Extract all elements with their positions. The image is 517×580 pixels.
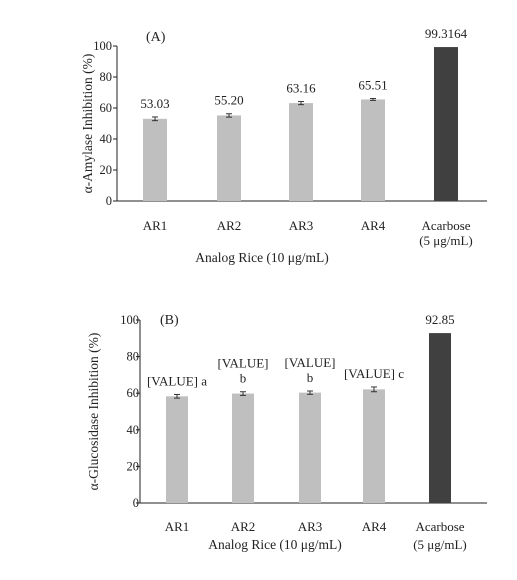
panel-a-bar-ar3 <box>289 103 313 201</box>
panel-b-data-label: b <box>307 370 314 385</box>
panel-b-data-label: 92.85 <box>425 312 454 327</box>
panel-b-category-label: AR4 <box>362 519 387 534</box>
panel-b-data-label: [VALUE] <box>217 356 268 371</box>
panel-a-y-tick-label: 80 <box>100 70 113 84</box>
panel-b-y-tick-label: 40 <box>127 423 140 437</box>
panel-a-data-label: 63.16 <box>286 81 316 96</box>
panel-a-category-label: AR2 <box>217 218 242 233</box>
panel-a-x-axis-title: Analog Rice (10 μg/mL) <box>195 250 329 265</box>
panel-a-category-sublabel: (5 μg/mL) <box>419 233 473 248</box>
panel-a-data-label: 53.03 <box>140 96 169 111</box>
panel-b-y-tick-label: 60 <box>127 386 140 400</box>
panel-a-y-axis-title: α-Amylase Inhibition (%) <box>80 54 95 194</box>
panel-b-category-label: Acarbose <box>415 519 464 534</box>
panel-b-x-axis-title: Analog Rice (10 μg/mL) <box>208 537 342 552</box>
panel-a-category-label: Acarbose <box>421 218 470 233</box>
panel-b-data-label: [VALUE] a <box>147 373 207 388</box>
panel-a-category-label: AR3 <box>289 218 314 233</box>
panel-b-y-axis-title: α-Glucosidase Inhibition (%) <box>86 333 101 491</box>
panel-b-y-tick-label: 0 <box>133 496 139 510</box>
panel-a-bar-acarbose <box>434 47 458 201</box>
panel-a-bar-ar4 <box>361 99 385 201</box>
panel-a-data-label: 65.51 <box>358 78 387 93</box>
panel-a-y-tick-label: 20 <box>100 163 113 177</box>
panel-a-bar-ar2 <box>217 115 241 201</box>
panel-b-bar-ar4 <box>363 389 385 503</box>
panel-b-category-label: AR3 <box>298 519 323 534</box>
panel-a-y-tick-label: 40 <box>100 132 113 146</box>
panel-b-category-label: AR2 <box>231 519 256 534</box>
panel-b-data-label: [VALUE] c <box>344 366 404 381</box>
panel-b-bar-acarbose <box>429 333 451 503</box>
panel-b-bar-ar2 <box>232 393 254 503</box>
panel-b-y-tick-label: 20 <box>127 459 140 473</box>
panel-a-data-label: 55.20 <box>214 93 243 108</box>
panel-a-category-label: AR4 <box>361 218 386 233</box>
panel-b-category-sublabel: (5 μg/mL) <box>413 537 467 552</box>
panel-b-bar-ar3 <box>299 392 321 503</box>
panel-b-data-label: [VALUE] <box>284 355 335 370</box>
panel-b-category-label: AR1 <box>165 519 190 534</box>
panel-a-label: (A) <box>146 30 166 45</box>
panel-b-y-tick-label: 100 <box>120 313 139 327</box>
panel-b-y-tick-label: 80 <box>127 350 140 364</box>
panel-b-data-label: b <box>240 371 247 386</box>
panel-a-y-tick-label: 0 <box>106 194 112 208</box>
panel-a-category-label: AR1 <box>143 218 168 233</box>
panel-a-y-tick-label: 100 <box>93 39 112 53</box>
panel-a-bar-ar1 <box>143 118 167 201</box>
panel-a-y-tick-label: 60 <box>100 101 113 115</box>
panel-b-bar-ar1 <box>166 396 188 503</box>
panel-b-label: (B) <box>160 313 179 328</box>
panel-a-data-label: 99.3164 <box>425 26 468 41</box>
